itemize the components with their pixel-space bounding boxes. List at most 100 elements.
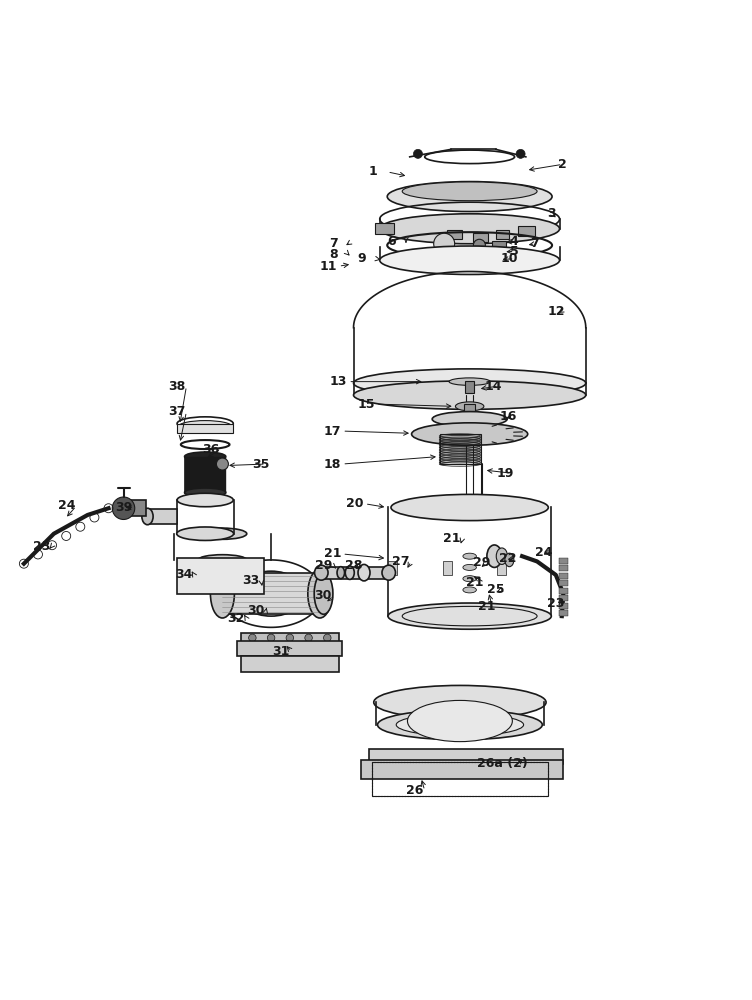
Bar [492, 241, 505, 248]
Text: 23: 23 [33, 540, 50, 553]
Text: 33: 33 [243, 574, 260, 587]
Text: 4: 4 [510, 235, 518, 248]
Ellipse shape [308, 569, 332, 618]
Text: 24: 24 [535, 546, 553, 559]
Text: 3: 3 [547, 207, 556, 220]
Bar [388, 561, 397, 575]
Text: 24: 24 [58, 499, 75, 512]
Circle shape [217, 458, 229, 470]
Bar [368, 749, 563, 764]
Circle shape [434, 233, 455, 254]
Circle shape [268, 634, 274, 642]
Bar [375, 223, 394, 234]
Text: 30: 30 [247, 604, 265, 617]
Text: 16: 16 [499, 410, 517, 423]
Bar [238, 641, 342, 656]
Ellipse shape [378, 710, 542, 740]
Text: 11: 11 [320, 260, 338, 273]
Circle shape [516, 149, 525, 158]
Bar [361, 760, 563, 779]
Text: 21: 21 [478, 600, 496, 613]
Text: 7: 7 [329, 237, 338, 250]
Bar [559, 610, 568, 616]
Ellipse shape [380, 246, 559, 274]
Text: 32: 32 [228, 612, 245, 625]
Text: 15: 15 [357, 398, 374, 411]
Text: 7: 7 [531, 237, 539, 250]
Text: 21: 21 [323, 547, 341, 560]
Text: 36: 36 [202, 443, 220, 456]
Ellipse shape [463, 553, 477, 559]
Ellipse shape [374, 685, 546, 719]
Ellipse shape [496, 548, 508, 564]
Circle shape [249, 634, 256, 642]
Ellipse shape [358, 564, 370, 581]
Bar [177, 558, 264, 594]
Bar [177, 424, 233, 433]
Text: 14: 14 [484, 380, 502, 393]
Text: 20: 20 [346, 497, 363, 510]
Bar [559, 595, 568, 601]
Circle shape [286, 634, 293, 642]
Bar [321, 567, 389, 579]
Bar [241, 633, 338, 642]
Circle shape [112, 497, 135, 519]
Ellipse shape [184, 488, 226, 497]
Ellipse shape [314, 573, 333, 614]
Text: 9: 9 [357, 252, 366, 265]
Bar [465, 404, 475, 412]
Text: 2: 2 [557, 158, 566, 171]
Ellipse shape [432, 412, 507, 427]
Ellipse shape [345, 566, 354, 579]
Bar [497, 561, 506, 575]
Text: 29: 29 [314, 559, 332, 572]
Ellipse shape [449, 378, 490, 385]
Text: 37: 37 [168, 405, 185, 418]
Bar [440, 434, 481, 464]
Ellipse shape [463, 564, 477, 570]
Ellipse shape [177, 493, 233, 507]
Text: 26: 26 [406, 784, 423, 797]
Ellipse shape [388, 603, 551, 629]
Text: 22: 22 [499, 552, 517, 565]
Ellipse shape [408, 700, 512, 742]
Text: 28: 28 [345, 559, 362, 572]
Text: 21: 21 [466, 576, 484, 589]
Ellipse shape [382, 565, 396, 580]
Text: 18: 18 [323, 458, 341, 471]
Ellipse shape [198, 528, 247, 539]
Ellipse shape [411, 423, 528, 445]
Ellipse shape [396, 714, 523, 736]
Bar [241, 656, 338, 672]
Text: 8: 8 [329, 248, 338, 261]
Text: 19: 19 [496, 467, 514, 480]
Ellipse shape [487, 545, 502, 567]
Text: 23: 23 [547, 597, 565, 610]
Bar [559, 573, 568, 579]
Bar [123, 500, 146, 516]
Text: 34: 34 [175, 568, 193, 581]
Text: 6: 6 [387, 235, 396, 248]
Bar [559, 603, 568, 609]
Bar [559, 588, 568, 594]
Ellipse shape [505, 553, 514, 567]
Bar [559, 565, 568, 571]
Bar [447, 230, 462, 239]
Bar [465, 381, 475, 393]
Ellipse shape [456, 402, 484, 411]
Ellipse shape [314, 565, 328, 580]
Text: 25: 25 [487, 583, 505, 596]
Ellipse shape [402, 182, 537, 201]
Text: 30: 30 [314, 589, 332, 602]
Circle shape [323, 634, 331, 642]
Bar [223, 573, 320, 614]
Text: 12: 12 [547, 305, 565, 318]
Polygon shape [185, 457, 226, 493]
Ellipse shape [353, 369, 586, 397]
Bar [372, 762, 548, 796]
Text: 31: 31 [273, 645, 290, 658]
Ellipse shape [463, 587, 477, 593]
Text: 27: 27 [393, 555, 410, 568]
Bar [559, 558, 568, 564]
Circle shape [474, 239, 485, 251]
